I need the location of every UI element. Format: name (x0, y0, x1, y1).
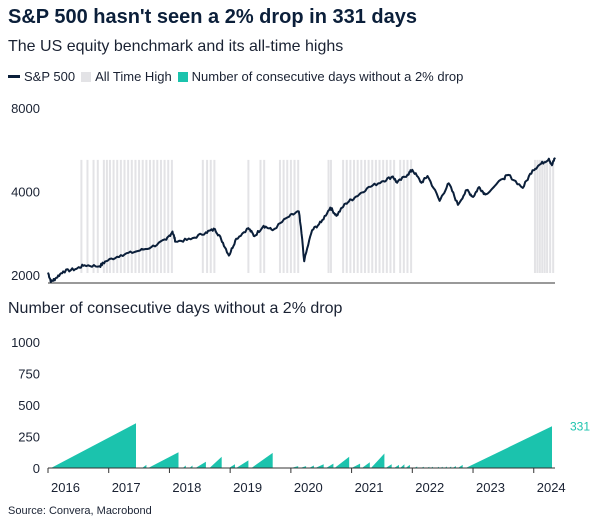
x-tick-label: 2016 (51, 480, 80, 495)
streak-area (326, 463, 334, 468)
price-y-tick-label: 4000 (11, 185, 40, 200)
legend-swatch-ath (81, 71, 92, 82)
chart-subtitle: The US equity benchmark and its all-time… (8, 38, 344, 55)
streak-area (209, 456, 222, 468)
streak-area (385, 464, 392, 468)
price-y-tick-label: 2000 (11, 268, 40, 283)
legend-item-ath: All Time High (81, 69, 172, 84)
legend-label-ath: All Time High (95, 69, 172, 84)
legend-item-streak: Number of consecutive days without a 2% … (177, 69, 464, 84)
sp500-series-line (47, 157, 556, 283)
x-tick-label: 2024 (537, 480, 566, 495)
streak-panel-title: Number of consecutive days without a 2% … (8, 300, 343, 317)
streak-y-tick-label: 1000 (11, 335, 40, 350)
streak-y-tick-label: 750 (18, 367, 40, 382)
streak-area (189, 465, 193, 468)
streak-area (400, 464, 405, 468)
chart-title: S&P 500 hasn't seen a 2% drop in 331 day… (8, 6, 418, 28)
streak-area (182, 465, 186, 468)
legend: S&P 500 All Time High Number of consecut… (8, 69, 469, 84)
streak-area (236, 460, 249, 468)
streak-area (394, 464, 399, 468)
price-panel: 2000 4000 8000 (11, 101, 556, 284)
streak-y-tick-label: 250 (18, 430, 40, 445)
streak-area (309, 465, 314, 468)
x-tick-label: 2017 (112, 480, 141, 495)
streak-area (51, 423, 136, 468)
x-tick-label: 2023 (476, 480, 505, 495)
streak-area (251, 452, 273, 468)
streak-area (371, 453, 385, 468)
legend-swatch-streak (177, 71, 188, 82)
x-tick-label: 2019 (233, 480, 262, 495)
streak-area (148, 452, 179, 468)
streak-area (465, 426, 552, 468)
legend-label-sp500: S&P 500 (24, 69, 76, 84)
streak-area (351, 463, 361, 468)
current-streak-label: 331 (570, 419, 590, 433)
streak-area (457, 464, 463, 468)
streak-area (405, 464, 410, 468)
x-tick-label: 2018 (172, 480, 201, 495)
legend-item-sp500: S&P 500 (8, 69, 75, 84)
streak-area (142, 464, 147, 468)
streak-area (228, 464, 235, 468)
streak-panel: 0 250 500 750 1000 2016 2017 2018 2019 2020 2021 20… (11, 335, 590, 495)
legend-swatch-sp500 (8, 75, 20, 78)
streak-area (195, 461, 206, 468)
streak-y-tick-label: 500 (18, 398, 40, 413)
streak-area (315, 464, 324, 468)
legend-label-streak: Number of consecutive days without a 2% … (191, 69, 464, 84)
streak-area (361, 462, 370, 468)
x-tick-label: 2022 (415, 480, 444, 495)
streak-y-tick-label: 0 (33, 461, 40, 476)
x-tick-label: 2020 (294, 480, 323, 495)
price-y-tick-label: 8000 (11, 101, 40, 116)
source-note: Source: Convera, Macrobond (8, 505, 152, 517)
x-tick-label: 2021 (355, 480, 384, 495)
streak-area (334, 456, 350, 468)
